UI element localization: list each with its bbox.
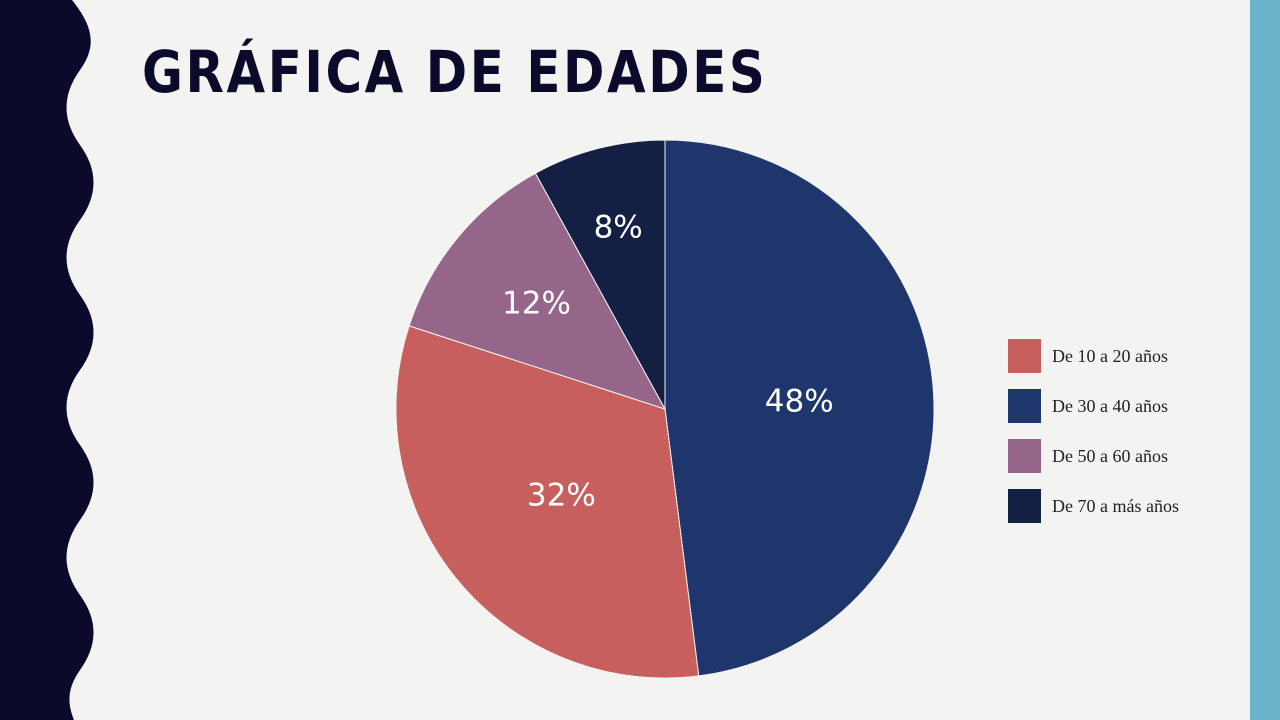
legend-label: De 70 a más años — [1052, 496, 1179, 516]
slice-percent-label: 8% — [594, 210, 643, 246]
wavy-band-shape — [0, 0, 94, 720]
pie-labels: 48% 32% 12% 8% — [502, 210, 834, 514]
pie-slice — [408, 172, 667, 410]
left-wavy-band — [0, 0, 94, 720]
legend-swatch — [1008, 389, 1041, 423]
pie-slice — [395, 325, 700, 679]
legend-swatch — [1008, 439, 1041, 473]
pie-slice — [534, 139, 666, 410]
slice-percent-label: 12% — [502, 286, 571, 322]
legend-swatch — [1008, 339, 1041, 373]
slice-percent-label: 48% — [765, 384, 834, 420]
page-title: GRÁFICA DE EDADES — [142, 38, 768, 106]
legend-label: De 30 a 40 años — [1052, 396, 1168, 416]
right-accent-band — [1250, 0, 1280, 720]
legend-label: De 50 a 60 años — [1052, 446, 1168, 466]
pie-slice — [664, 139, 935, 677]
slice-percent-label: 32% — [527, 478, 596, 514]
chart-legend: De 10 a 20 años De 30 a 40 años De 50 a 60… — [1008, 339, 1179, 523]
legend-swatch — [1008, 489, 1041, 523]
legend-label: De 10 a 20 años — [1052, 346, 1168, 366]
pie-slices — [395, 139, 935, 679]
